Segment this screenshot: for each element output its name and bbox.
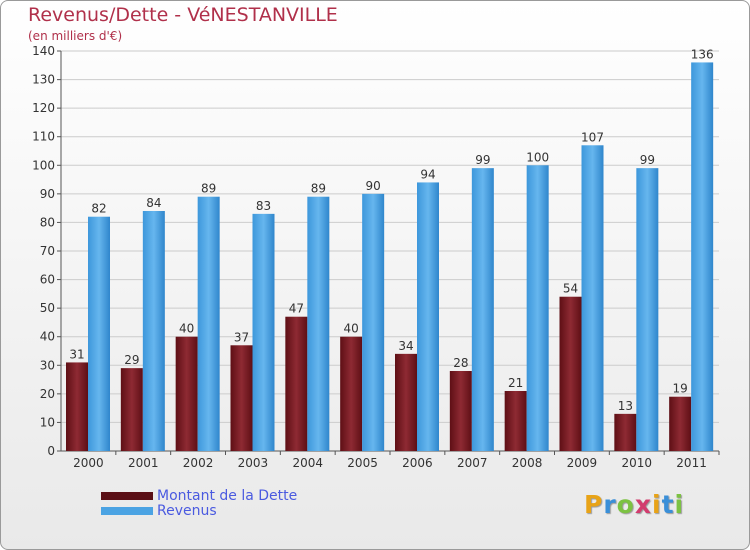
data-label: 107 — [581, 130, 604, 144]
data-label: 31 — [69, 347, 84, 361]
x-tick-label: 2000 — [73, 456, 104, 470]
data-label: 90 — [366, 179, 381, 193]
bar-revenue — [417, 182, 439, 451]
x-tick-label: 2009 — [567, 456, 598, 470]
data-label: 89 — [201, 182, 216, 196]
y-tick-label: 110 — [32, 130, 55, 144]
data-label: 40 — [179, 322, 194, 336]
data-label: 82 — [91, 202, 106, 216]
logo-letter: i — [674, 490, 685, 519]
logo-letter: o — [616, 490, 635, 519]
bar-revenue — [581, 145, 604, 452]
y-tick-label: 90 — [40, 187, 55, 201]
y-tick-label: 0 — [47, 444, 55, 458]
bar-debt — [669, 396, 692, 451]
legend: Montant de la Dette Revenus — [101, 487, 298, 519]
legend-swatch-revenue — [101, 506, 153, 515]
chart-subtitle: (en milliers d'€) — [28, 29, 123, 43]
x-tick-label: 2008 — [512, 456, 543, 470]
bar-revenue — [142, 211, 165, 451]
bar-revenue — [526, 165, 549, 452]
y-tick-label: 30 — [40, 358, 55, 372]
y-tick-label: 80 — [40, 215, 55, 229]
logo-letter: x — [634, 490, 652, 519]
bar-revenue — [362, 193, 385, 451]
y-tick-label: 100 — [32, 158, 55, 172]
bar-revenue — [691, 62, 714, 452]
bar-revenue — [197, 196, 220, 451]
x-tick-label: 2005 — [347, 456, 378, 470]
x-tick-label: 2003 — [238, 456, 269, 470]
chart-title: Revenus/Dette - VéNESTANVILLE — [28, 4, 338, 26]
logo-letter: r — [603, 490, 617, 519]
bar-debt — [614, 413, 637, 451]
logo-letter: t — [661, 490, 675, 519]
data-label: 13 — [618, 399, 633, 413]
bar-debt — [285, 316, 308, 451]
y-tick-label: 50 — [40, 301, 55, 315]
y-tick-label: 10 — [40, 415, 55, 429]
bar-revenue — [636, 168, 659, 451]
bar-debt — [230, 345, 253, 451]
x-tick-label: 2007 — [457, 456, 488, 470]
data-label: 21 — [508, 376, 523, 390]
data-label: 29 — [124, 353, 139, 367]
bar-debt — [340, 336, 363, 451]
y-tick-label: 140 — [32, 44, 55, 58]
logo-letter: i — [652, 490, 662, 519]
bar-revenue — [252, 213, 275, 451]
data-label: 28 — [453, 356, 468, 370]
bar-debt — [449, 371, 472, 451]
data-label: 19 — [673, 382, 688, 396]
legend-label-debt: Montant de la Dette — [157, 487, 298, 504]
x-tick-label: 2006 — [402, 456, 433, 470]
y-tick-label: 20 — [40, 387, 55, 401]
bar-debt — [175, 336, 198, 451]
data-label: 34 — [398, 339, 413, 353]
data-label: 99 — [475, 153, 490, 167]
data-label: 99 — [640, 153, 655, 167]
data-label: 37 — [234, 330, 249, 344]
data-label: 83 — [256, 199, 271, 213]
data-label: 40 — [344, 322, 359, 336]
bar-debt — [559, 296, 582, 451]
bar-revenue — [88, 216, 110, 451]
data-label: 94 — [420, 167, 435, 181]
legend-label-revenue: Revenus — [157, 502, 217, 519]
x-tick-label: 2002 — [183, 456, 214, 470]
bar-debt — [120, 368, 143, 451]
legend-item-revenue: Revenus — [101, 502, 297, 519]
x-tick-label: 2011 — [676, 456, 707, 470]
y-tick-label: 130 — [32, 73, 55, 87]
y-tick-label: 60 — [40, 273, 55, 287]
legend-item-debt: Montant de la Dette — [101, 487, 298, 504]
x-tick-label: 2004 — [292, 456, 323, 470]
data-label: 47 — [289, 302, 304, 316]
x-tick-label: 2001 — [128, 456, 159, 470]
logo-letter: P — [584, 490, 604, 519]
bar-debt — [504, 391, 527, 451]
y-tick-label: 70 — [40, 244, 55, 258]
data-label: 54 — [563, 282, 578, 296]
bar-debt — [66, 362, 88, 451]
proxiti-logo: Proxiti — [584, 490, 684, 519]
data-label: 84 — [146, 196, 161, 210]
legend-swatch-debt — [101, 491, 153, 500]
data-label: 89 — [311, 182, 326, 196]
y-tick-label: 120 — [32, 101, 55, 115]
x-tick-label: 2010 — [621, 456, 652, 470]
data-label: 136 — [691, 47, 714, 61]
bar-revenue — [471, 168, 494, 451]
data-label: 100 — [526, 150, 549, 164]
bar-revenue — [307, 196, 330, 451]
bar-debt — [395, 353, 417, 451]
y-tick-label: 40 — [40, 330, 55, 344]
